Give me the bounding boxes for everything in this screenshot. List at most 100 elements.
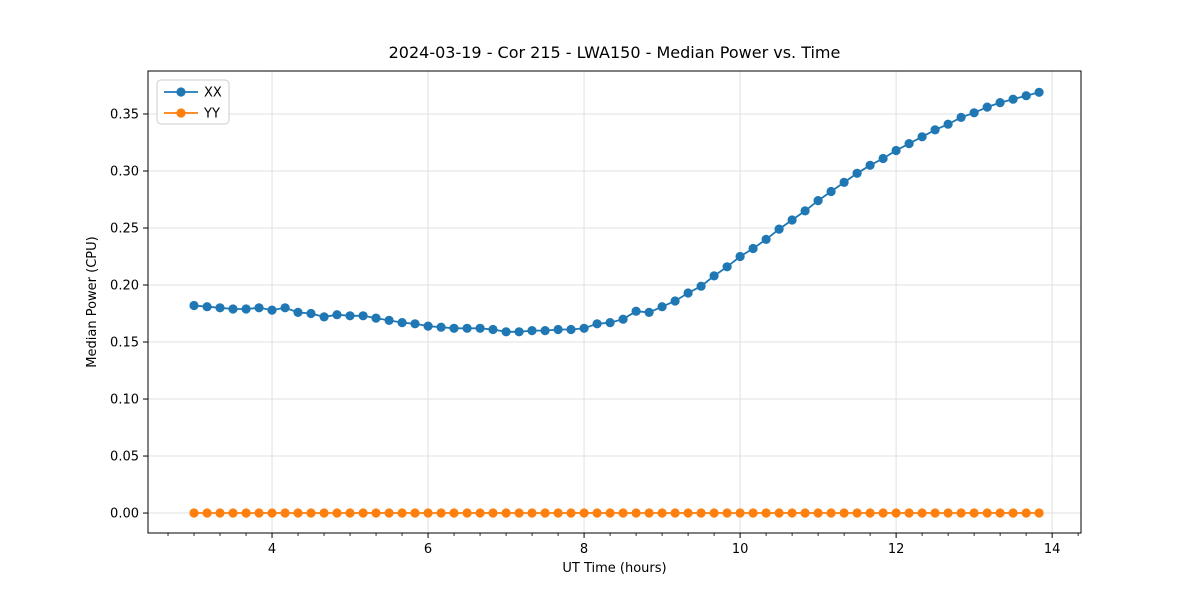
data-point-xx <box>293 307 303 317</box>
data-point-yy <box>761 508 771 518</box>
data-point-yy <box>592 508 602 518</box>
data-point-xx <box>748 243 758 254</box>
data-point-yy <box>891 508 901 518</box>
y-tick-label: 0.15 <box>110 336 139 351</box>
data-point-xx <box>436 322 446 332</box>
data-point-yy <box>254 508 264 518</box>
legend-marker <box>176 108 186 118</box>
data-point-xx <box>878 153 888 164</box>
data-point-yy <box>1034 508 1044 518</box>
data-point-xx <box>761 234 771 244</box>
chart-title: 2024-03-19 - Cor 215 - LWA150 - Median P… <box>389 43 841 62</box>
data-point-yy <box>969 508 979 518</box>
x-tick-label: 14 <box>1044 542 1061 557</box>
data-point-yy <box>371 508 381 518</box>
data-point-xx <box>228 304 238 314</box>
data-point-yy <box>358 508 368 518</box>
data-point-yy <box>202 508 212 518</box>
data-point-yy <box>813 508 823 518</box>
data-point-xx <box>605 318 615 328</box>
data-point-xx <box>319 312 329 322</box>
data-point-yy <box>618 508 628 518</box>
data-point-yy <box>644 508 654 518</box>
data-point-xx <box>267 305 277 315</box>
data-point-yy <box>267 508 277 518</box>
data-point-yy <box>930 508 940 518</box>
data-point-yy <box>280 508 290 518</box>
data-point-xx <box>462 323 472 333</box>
data-point-yy <box>475 508 485 518</box>
data-point-xx <box>553 324 563 335</box>
data-point-xx <box>618 314 628 324</box>
data-point-xx <box>696 281 706 291</box>
data-point-yy <box>787 508 797 518</box>
data-point-xx <box>254 303 264 313</box>
data-point-xx <box>813 196 823 206</box>
data-point-xx <box>631 306 641 316</box>
data-point-xx <box>982 102 992 112</box>
legend-item-xx: XX <box>164 86 222 101</box>
data-point-xx <box>332 310 342 320</box>
data-point-yy <box>839 508 849 518</box>
data-point-xx <box>839 177 849 187</box>
data-point-xx <box>657 302 667 312</box>
data-point-yy <box>696 508 706 518</box>
data-point-yy <box>670 508 680 518</box>
data-point-xx <box>423 321 433 331</box>
data-point-yy <box>488 508 498 518</box>
y-tick-label: 0.05 <box>110 450 139 465</box>
y-tick-label: 0.35 <box>110 107 139 122</box>
data-point-xx <box>865 160 875 170</box>
data-point-yy <box>631 508 641 518</box>
data-point-yy <box>540 508 550 518</box>
y-tick-label: 0.25 <box>110 222 139 237</box>
data-point-xx <box>397 318 407 328</box>
data-point-xx <box>488 324 498 335</box>
y-axis-label: Median Power (CPU) <box>85 236 100 367</box>
data-point-xx <box>787 215 797 225</box>
data-point-yy <box>735 508 745 518</box>
x-tick-label: 6 <box>424 542 432 557</box>
data-point-yy <box>579 508 589 518</box>
y-tick-label: 0.30 <box>110 164 139 179</box>
data-point-yy <box>241 508 251 518</box>
x-tick-label: 4 <box>268 542 276 557</box>
data-point-xx <box>852 168 862 178</box>
data-point-yy <box>306 508 316 518</box>
data-point-xx <box>670 296 680 306</box>
y-tick-label: 0.00 <box>110 507 139 522</box>
data-point-yy <box>215 508 225 518</box>
data-point-yy <box>995 508 1005 518</box>
data-point-yy <box>293 508 303 518</box>
legend: XX YY <box>156 79 230 125</box>
data-point-xx <box>202 302 212 312</box>
data-point-xx <box>943 119 953 129</box>
data-point-yy <box>319 508 329 518</box>
data-point-xx <box>475 323 485 333</box>
data-point-xx <box>189 300 199 311</box>
data-point-yy <box>657 508 667 518</box>
data-point-xx <box>826 186 836 197</box>
data-point-xx <box>1021 91 1031 101</box>
data-point-yy <box>189 508 199 518</box>
axis-ticks: 4 6 8 10 12 14 0.00 0.05 0.10 0.15 0.20 0.25 0.30 0.3… <box>110 107 1079 557</box>
data-point-xx <box>566 324 576 335</box>
data-point-yy <box>748 508 758 518</box>
data-point-xx <box>540 326 550 336</box>
data-point-yy <box>826 508 836 518</box>
data-point-xx <box>410 319 420 329</box>
data-point-yy <box>462 508 472 518</box>
data-point-xx <box>592 319 602 329</box>
data-point-xx <box>722 262 732 272</box>
data-point-xx <box>1034 87 1044 97</box>
data-point-yy <box>605 508 615 518</box>
data-point-xx <box>1008 94 1018 104</box>
data-point-xx <box>579 323 589 333</box>
data-point-xx <box>891 145 901 156</box>
data-point-yy <box>800 508 810 518</box>
gridlines <box>148 71 1081 533</box>
data-point-yy <box>332 508 342 518</box>
data-point-yy <box>410 508 420 518</box>
